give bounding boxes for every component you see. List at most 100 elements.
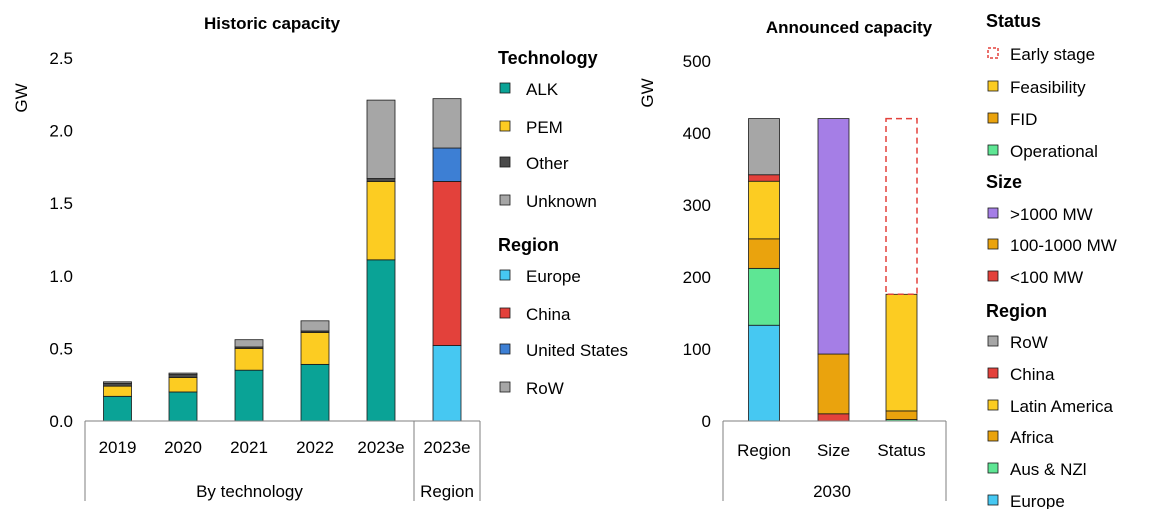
right-legend-swatch-feasibility [987,80,999,92]
historic-y-axis-label: GW [12,83,31,112]
right-legend-label-1000-mw: >1000 MW [1010,205,1093,224]
right-x-tick-label: Size [817,441,850,460]
left-bar-other-1 [168,374,198,378]
right-legend-label-aus-nzl: Aus & NZl [1010,460,1087,479]
left-legend-heading-region: Region [498,235,559,255]
right-legend-swatch-100-mw [987,270,999,282]
announced-capacity-title: Announced capacity [766,18,933,37]
left-legend-label-other: Other [526,154,569,173]
right-legend-label-fid: FID [1010,110,1037,129]
left-bar-pem-0 [103,385,132,397]
left-bar-pem-4 [366,181,396,261]
left-y-tick-label: 1.0 [49,267,73,286]
left-bar-europe-5 [432,345,462,422]
right-y-tick-label: 500 [683,52,711,71]
historic-legend: Technology ALK PEM Other Unknown Region Europe… [498,48,628,398]
right-legend-swatch-early-stage [987,47,999,59]
historic-x-axis: 2019 2020 2021 2022 2023e 2023e By technology R… [84,420,481,501]
right-legend-heading-region: Region [986,301,1047,321]
right-legend-heading-size: Size [986,172,1022,192]
left-x-tick-label: 2022 [296,438,334,457]
left-bar-pem-2 [234,347,264,371]
right-y-tick-label: 200 [683,268,711,287]
left-legend-swatch-pem [499,120,511,132]
right-bar-europe-0 [748,324,780,422]
right-bar-100-mw-1 [817,413,850,422]
left-y-tick-label: 0.0 [49,412,73,431]
right-bar-latin-america-0 [748,180,780,240]
right-bar-aus-nzl-0 [748,267,780,326]
right-legend-swatch-fid [987,112,999,124]
left-bar-unknown-0 [103,381,132,384]
left-bar-alk-0 [103,395,132,422]
left-bar-china-5 [432,181,462,346]
left-bar-alk-3 [300,363,330,422]
historic-capacity-title: Historic capacity [204,14,341,33]
left-bar-unknown-3 [300,320,330,332]
left-bar-unknown-1 [168,372,198,375]
left-x-tick-label: 2021 [230,438,268,457]
right-bar-row-0 [748,118,780,176]
left-legend-label-europe: Europe [526,267,581,286]
right-legend-label-row: RoW [1010,333,1048,352]
left-legend-label-china: China [526,305,571,324]
left-bar-row-5 [432,98,462,149]
left-bar-alk-4 [366,259,396,422]
right-legend-swatch-operational [987,144,999,156]
left-legend-swatch-unknown [499,194,511,206]
right-group-label-2030: 2030 [813,482,851,501]
right-y-tick-label: 0 [702,412,711,431]
left-legend-label-row: RoW [526,379,564,398]
right-legend-swatch-100-1000-mw [987,238,999,250]
right-bar-fid-2 [885,410,918,420]
announced-capacity-chart: Announced capacity GW 0 100 200 300 400 500 R… [638,11,1117,509]
left-bar-pem-1 [168,377,198,393]
right-y-tick-label: 100 [683,340,711,359]
right-legend-label-china: China [1010,365,1055,384]
left-legend-heading-technology: Technology [498,48,598,68]
left-bar-other-4 [366,178,396,182]
historic-capacity-chart: Historic capacity GW 0.00.51.01.52.02.5 … [12,14,628,501]
left-x-tick-label: 2020 [164,438,202,457]
right-y-tick-label: 400 [683,124,711,143]
historic-bars [103,98,462,422]
left-x-tick-label: 2023e [423,438,470,457]
right-legend-label-100-mw: <100 MW [1010,268,1083,287]
right-legend-label-operational: Operational [1010,142,1098,161]
left-legend-swatch-china [499,307,511,319]
right-legend-swatch-latin-america [987,399,999,411]
announced-bars [748,117,918,422]
announced-x-axis: Region Size Status 2030 [722,420,947,501]
left-legend-swatch-alk [499,82,511,94]
right-legend-swatch-aus-nzl [987,462,999,474]
left-y-tick-label: 0.5 [49,339,73,358]
right-legend-label-europe: Europe [1010,492,1065,509]
left-legend-label-unknown: Unknown [526,192,597,211]
right-legend-swatch-africa [987,430,999,442]
left-legend-swatch-europe [499,269,511,281]
right-bar-early-stage-2 [885,117,918,296]
left-group-label-by-technology: By technology [196,482,303,501]
announced-y-axis-label: GW [638,78,657,107]
announced-legend: Status Early stage Feasibility FID Operation… [986,11,1117,509]
left-y-tick-label: 1.5 [49,194,73,213]
left-legend-swatch-row [499,381,511,393]
left-bar-pem-3 [300,332,330,365]
left-bar-other-0 [103,382,132,387]
left-bar-alk-1 [168,391,198,422]
right-bar-china-0 [748,174,780,182]
right-legend-swatch-1000-mw [987,207,999,219]
left-legend-label-alk: ALK [526,80,559,99]
left-y-tick-label: 2.0 [49,122,73,141]
right-legend-label-feasibility: Feasibility [1010,78,1086,97]
left-bar-unknown-4 [366,99,396,179]
right-bar-1000-mw-1 [817,118,850,355]
right-x-tick-label: Region [737,441,791,460]
left-legend-swatch-other [499,156,511,168]
right-bar-feasibility-2 [885,293,918,412]
left-bar-unknown-2 [234,339,264,348]
left-legend-label-pem: PEM [526,118,563,137]
left-bar-united-states-5 [432,147,462,182]
announced-y-axis: 0 100 200 300 400 500 [683,52,711,431]
